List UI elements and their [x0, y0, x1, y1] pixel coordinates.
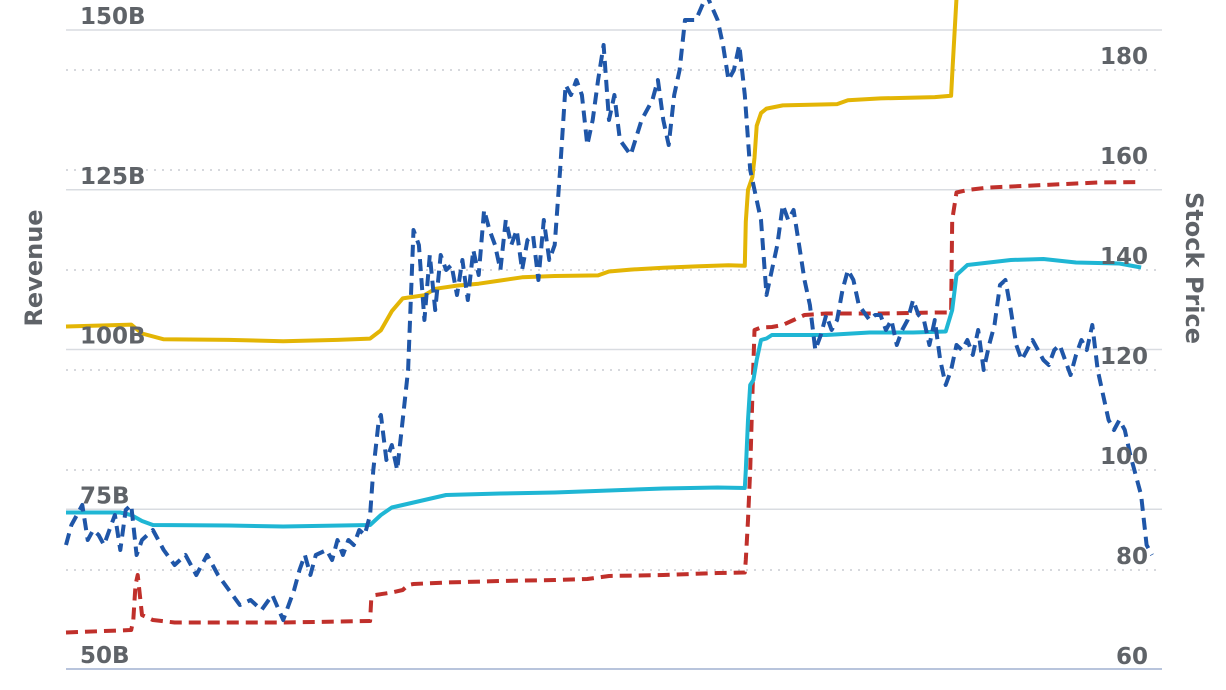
y2-tick-label: 80	[1116, 544, 1148, 570]
y2-tick-label: 60	[1116, 644, 1148, 670]
gridlines	[66, 29, 1162, 670]
tick-labels: 50B 75B 100B 125B 150B 60 80 100 120 140 160 180	[80, 4, 1148, 670]
series-line-3	[66, 257, 1142, 529]
series-line-1	[65, 0, 959, 344]
series-line-2	[65, 180, 1142, 635]
y-tick-label: 75B	[80, 483, 130, 509]
series-line-4	[64, 0, 1154, 622]
y-tick-label: 125B	[80, 164, 146, 190]
y-tick-label: 50B	[80, 643, 130, 669]
y2-tick-label: 100	[1100, 444, 1148, 470]
y2-tick-label: 160	[1100, 144, 1148, 170]
y2-axis-title: Stock Price	[1180, 192, 1208, 344]
y2-tick-label: 180	[1100, 44, 1148, 70]
y2-tick-label: 120	[1100, 344, 1148, 370]
y-tick-label: 150B	[80, 4, 146, 30]
y-tick-label: 100B	[80, 324, 146, 350]
y2-tick-label: 140	[1100, 244, 1148, 270]
series-lines	[64, 0, 1154, 635]
y-axis-title: Revenue	[20, 209, 48, 326]
